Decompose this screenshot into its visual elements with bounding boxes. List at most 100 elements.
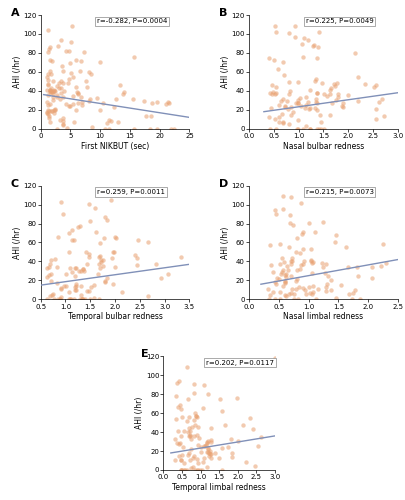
Point — [69, 22, 75, 30]
Point — [153, 124, 160, 132]
Point — [375, 98, 382, 106]
Point — [70, 100, 76, 108]
Point — [80, 267, 87, 275]
Point — [58, 198, 64, 206]
Point — [228, 454, 234, 462]
Point — [187, 435, 194, 443]
Point — [72, 56, 79, 64]
Point — [294, 100, 301, 108]
Point — [183, 417, 190, 425]
Point — [202, 441, 209, 449]
Point — [162, 100, 169, 108]
Point — [66, 296, 73, 304]
Point — [51, 109, 58, 117]
Point — [190, 454, 196, 462]
Point — [73, 88, 80, 96]
Point — [82, 248, 89, 256]
Point — [190, 432, 197, 440]
Point — [47, 70, 53, 78]
Point — [178, 466, 184, 474]
Point — [46, 114, 52, 122]
Point — [272, 124, 278, 132]
Point — [50, 86, 57, 94]
Point — [322, 260, 329, 268]
Point — [75, 89, 81, 97]
Point — [170, 124, 177, 132]
Point — [95, 260, 102, 268]
Point — [49, 92, 56, 100]
Point — [313, 100, 320, 108]
Point — [79, 296, 85, 304]
Y-axis label: AHI (/hr): AHI (/hr) — [220, 226, 229, 258]
Point — [279, 282, 286, 290]
Point — [49, 96, 56, 104]
Point — [62, 282, 69, 290]
Point — [205, 449, 211, 457]
Point — [153, 98, 160, 106]
Point — [246, 414, 253, 422]
Point — [287, 111, 293, 119]
Point — [97, 264, 103, 272]
Point — [302, 93, 309, 101]
Point — [46, 86, 53, 94]
Point — [279, 71, 286, 79]
Point — [306, 124, 312, 132]
Point — [79, 101, 85, 109]
Point — [134, 254, 141, 262]
Point — [174, 427, 181, 435]
Point — [281, 291, 288, 299]
Point — [196, 466, 203, 474]
Point — [193, 412, 200, 420]
Point — [338, 102, 345, 110]
Point — [185, 448, 192, 456]
Point — [48, 270, 54, 278]
Point — [56, 116, 63, 124]
Point — [56, 296, 63, 304]
Point — [379, 112, 386, 120]
Point — [320, 90, 327, 98]
Point — [65, 229, 72, 237]
Point — [71, 236, 77, 244]
Point — [287, 103, 293, 111]
Point — [132, 250, 138, 258]
Point — [288, 254, 294, 262]
Point — [178, 450, 185, 458]
Point — [77, 94, 84, 102]
Point — [47, 100, 53, 108]
Point — [50, 87, 57, 95]
Point — [306, 86, 312, 94]
Point — [79, 98, 85, 106]
Point — [57, 36, 64, 44]
Point — [92, 228, 98, 236]
Point — [309, 258, 315, 266]
Point — [103, 120, 110, 128]
Point — [294, 116, 300, 124]
Point — [271, 22, 277, 30]
Point — [299, 244, 306, 252]
Point — [351, 286, 358, 294]
Point — [84, 260, 90, 268]
Point — [97, 256, 104, 264]
Point — [344, 264, 351, 272]
Point — [285, 120, 292, 128]
Point — [288, 272, 294, 280]
Point — [47, 67, 53, 75]
Point — [130, 95, 136, 103]
Point — [211, 448, 218, 456]
Point — [368, 263, 375, 271]
Point — [130, 124, 136, 132]
Point — [281, 102, 288, 110]
Point — [109, 248, 115, 256]
Point — [143, 112, 149, 120]
Point — [177, 432, 183, 440]
Point — [327, 276, 333, 284]
Point — [108, 254, 115, 262]
Point — [361, 80, 367, 88]
Point — [44, 296, 51, 304]
Point — [111, 103, 117, 111]
Point — [100, 256, 106, 264]
Point — [354, 72, 360, 80]
Point — [65, 248, 72, 256]
Point — [70, 296, 77, 304]
Point — [311, 104, 318, 112]
